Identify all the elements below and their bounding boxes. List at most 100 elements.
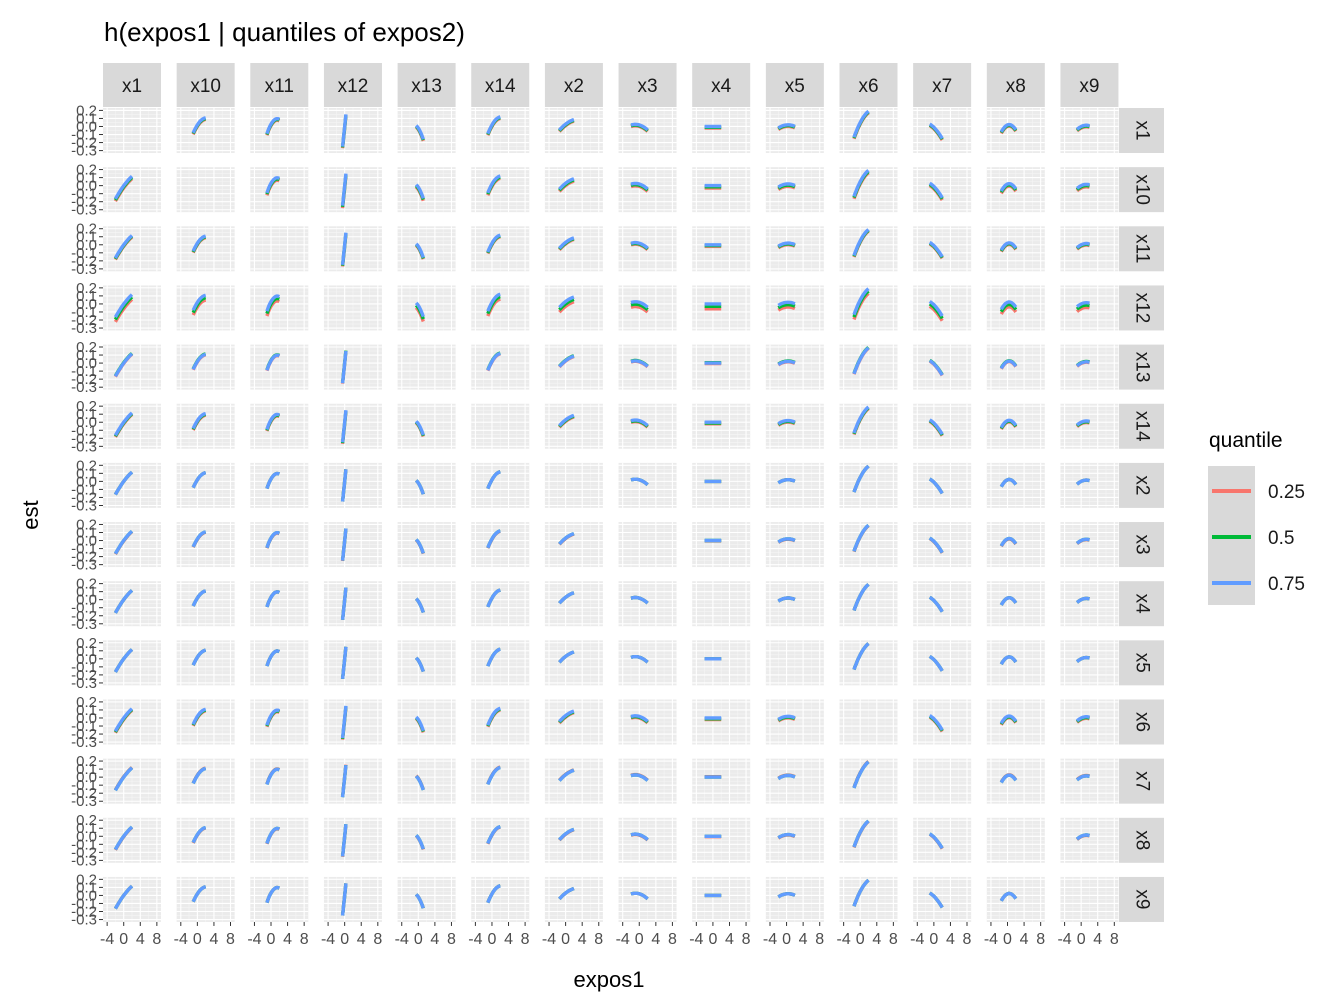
facet-panels: x1 x10 x11 x12 x13 x14 x2 x3 x4 x5 x6 x7 x8 x9 x1 x10 x1… [71,63,1164,948]
series-line-q0.75 [486,351,501,371]
series-line-q0.75 [558,413,575,427]
series-line-q0.75 [777,241,796,248]
y-tick-label: -0.2 [71,549,97,566]
series-line-q0.75 [852,287,870,316]
x-tick-label: 8 [226,931,235,948]
facet-panel [250,522,309,568]
series-line-q0.75 [340,350,348,384]
series-line-q0.75 [777,714,796,721]
x-tick-label: 0 [340,931,349,948]
facet-panel [103,108,161,153]
series-line-q0.75 [191,707,207,725]
column-strip-label: x5 [785,76,805,97]
facet-panel [1060,522,1119,568]
row-strip-label: x1 [1131,120,1152,140]
series-line-q0.75 [999,536,1018,547]
series-line-q0.75 [999,359,1018,370]
y-tick-label: -0.3 [71,912,97,929]
series-line-q0.75 [630,300,649,309]
series-line-q0.75 [191,293,207,311]
y-tick-label: 0.0 [76,414,97,431]
facet-panel [1060,758,1119,804]
x-tick-label: 0 [119,931,128,948]
y-tick-label: 0.1 [76,524,97,541]
row-strip-label: x10 [1131,174,1152,205]
y-tick-label: -0.1 [71,481,97,498]
facet-panel [618,758,677,804]
y-tick-label: 0.1 [76,406,97,423]
facet-panel [176,640,235,686]
facet-panel [1060,640,1119,686]
series-line-q0.75 [486,470,501,490]
facet-panel [471,285,530,331]
y-tick-label: 0.0 [76,118,97,135]
series-line-q0.75 [852,760,870,789]
facet-panel [397,699,456,745]
row-strip-label: x6 [1131,712,1152,732]
series-line-q0.75 [340,469,348,502]
facet-panel [250,285,309,331]
y-tick-label: -0.2 [71,726,97,743]
facet-panel [544,285,603,331]
series-line-q0.75 [852,228,870,257]
column-strip-label: x7 [932,76,952,97]
series-line-q0.75 [630,832,649,841]
facet-panel [692,758,751,804]
series-line-q0.75 [340,410,348,443]
series-line-q0.75 [265,412,280,431]
series-line-q0.75 [340,528,348,561]
column-strip [471,63,530,107]
series-line-q0.75 [265,767,280,785]
facet-panel [618,640,677,686]
facet-panel [250,462,309,508]
facet-panel [618,403,677,449]
series-line-q0.75 [999,596,1018,606]
facet-panel [839,522,898,568]
y-tick-label: -0.1 [71,895,97,912]
y-tick-label: -0.1 [71,422,97,439]
column-strip-label: x2 [564,76,584,97]
facet-panel [986,640,1045,686]
x-tick-label: 4 [504,931,513,948]
x-tick-label: 4 [872,931,881,948]
facet-panel [323,817,382,863]
y-tick-label: 0.1 [76,702,97,719]
x-tick-label: 8 [300,931,309,948]
series-line-q0.75 [630,773,649,782]
facet-panel [839,640,898,686]
facet-panel [986,758,1045,804]
x-tick-label: 8 [815,931,824,948]
x-tick-label: -4 [321,931,335,948]
y-tick-label: -0.2 [71,194,97,211]
series-line-q0.75 [340,705,348,739]
x-tick-label: 8 [963,931,972,948]
facet-panel [544,108,603,153]
facet-panel [103,226,161,272]
y-tick-label: -0.2 [71,253,97,270]
x-tick-label: 0 [635,931,644,948]
series-line-q0.75 [852,464,870,493]
facet-panel [250,226,309,272]
facet-panel [1060,581,1119,627]
y-tick-label: 0.1 [76,820,97,837]
facet-panel [765,876,824,922]
series-line-q0.75 [928,832,944,850]
x-tick-label: -4 [247,931,261,948]
facet-panel [692,226,751,272]
series-line-q0.75 [928,714,944,731]
y-tick-label: 0.0 [76,769,97,786]
facet-panel [765,522,824,568]
facet-panel [1060,285,1119,331]
x-tick-label: 4 [136,931,145,948]
series-line-q0.75 [486,529,501,549]
series-line-q0.75 [777,182,796,189]
facet-panel [103,403,161,449]
series-line-q0.75 [113,529,134,555]
y-tick-label: -0.3 [71,438,97,455]
series-line-q0.75 [558,354,575,368]
row-strip [1119,285,1164,331]
facet-panel [544,226,603,272]
series-line-q0.75 [630,714,649,723]
row-strip [1119,108,1164,153]
y-tick-label: -0.3 [71,261,97,278]
